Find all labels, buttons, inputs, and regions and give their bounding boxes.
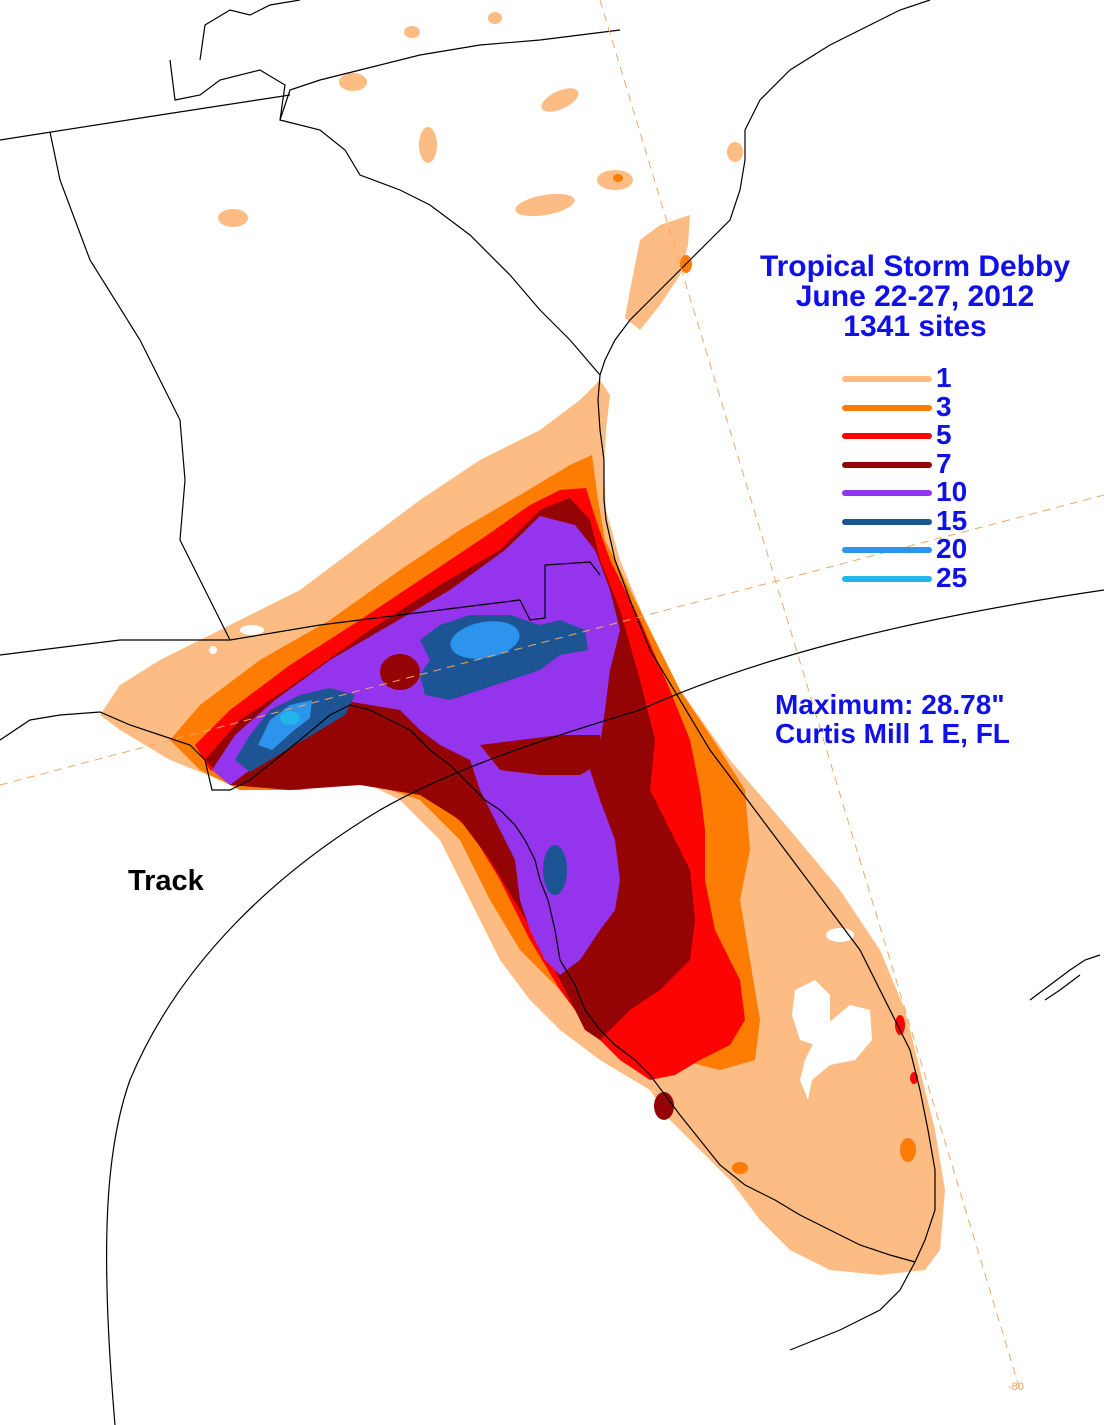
maximum-location: Curtis Mill 1 E, FL [775,718,1010,749]
legend-swatch [842,547,932,553]
legend-value: 5 [936,419,952,450]
legend-value: 7 [936,447,952,479]
legend-value: 3 [936,390,952,422]
legend-swatch [842,518,932,525]
graticule [0,0,1104,1391]
longitude-label: -80 [1008,1381,1024,1393]
title-storm-name: Tropical Storm Debby [759,250,1071,283]
rainfall-20in-area [258,621,520,750]
legend-swatch [842,575,932,582]
legend-value: 10 [936,476,968,507]
legend-swatch [842,433,932,439]
title-site-count: 1341 sites [843,310,987,343]
title-date-range: June 22-27, 2012 [795,280,1035,313]
legend-swatch [842,404,932,411]
legend-value: 25 [936,561,968,593]
coastline [0,0,1101,1351]
legend-value: 15 [936,504,968,536]
rainfall-gaps [209,625,872,1100]
maximum-value: Maximum: 28.78" [775,689,1005,720]
legend-value: 20 [936,533,968,564]
track-label: Track [128,865,204,897]
rainfall-25in-area [280,711,300,725]
map-title: Tropical Storm Debby June 22-27, 2012 13… [735,252,1095,342]
rainfall-7in-core [380,654,605,775]
state-boundaries [0,0,621,656]
legend-swatch [842,376,932,382]
legend-value: 1 [936,362,952,393]
legend-swatch [842,490,932,496]
maximum-rainfall-note: Maximum: 28.78" Curtis Mill 1 E, FL [775,690,1010,748]
storm-track-line [105,589,1104,1425]
legend-swatch [842,461,932,468]
